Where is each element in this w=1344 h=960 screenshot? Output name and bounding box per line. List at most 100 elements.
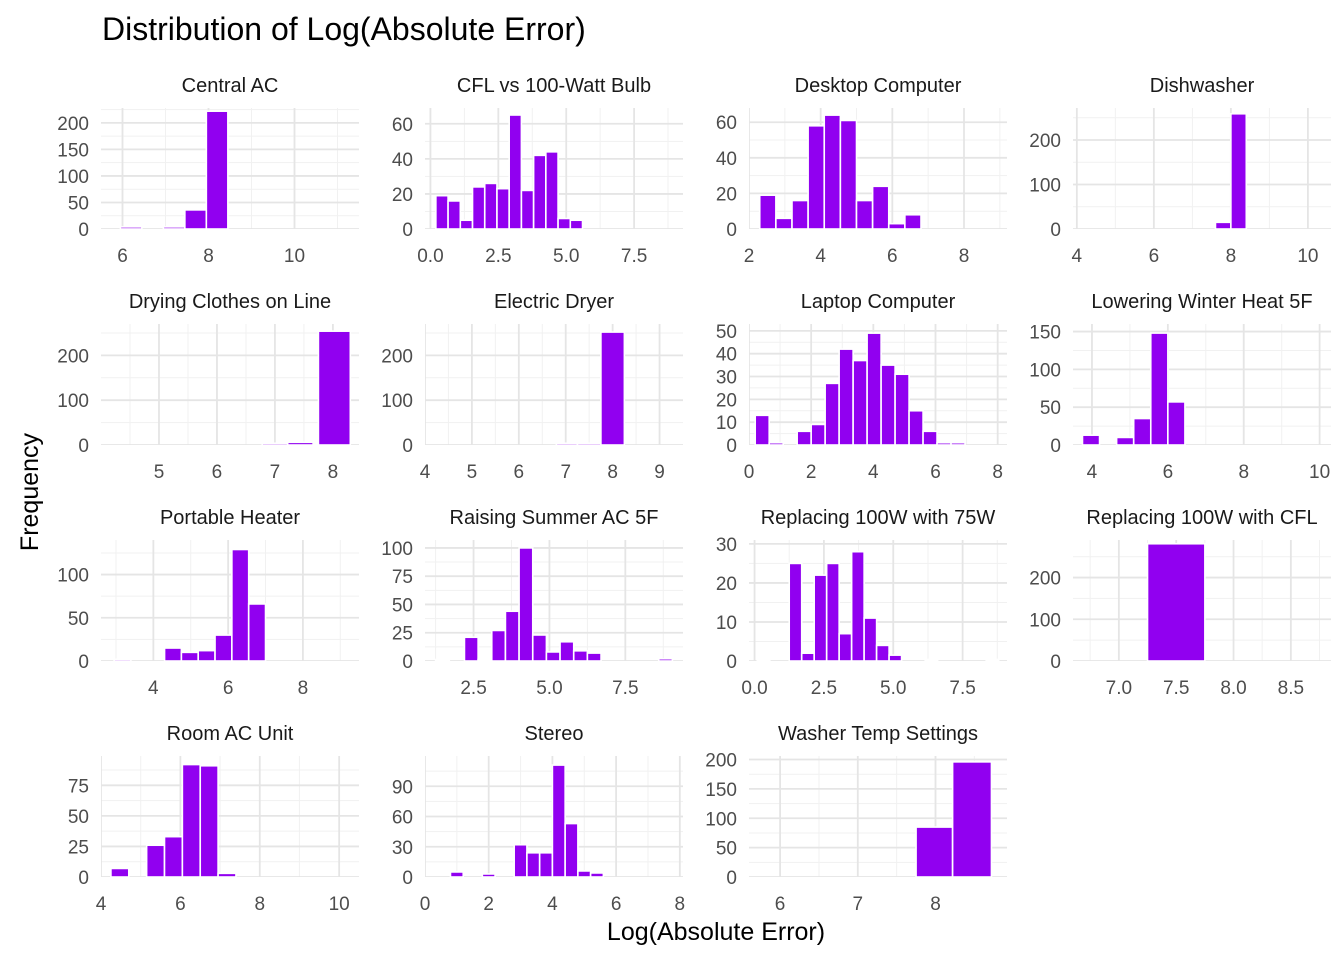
- y-tick-label: 150: [57, 140, 89, 161]
- histogram-bar: [922, 430, 938, 445]
- x-tick-label: 8: [298, 678, 309, 699]
- histogram-bar: [317, 330, 352, 445]
- x-tick-label: 0.0: [741, 678, 767, 699]
- y-tick-label: 100: [381, 539, 413, 560]
- y-tick-label: 200: [705, 751, 737, 772]
- histogram-bars: [110, 763, 237, 877]
- histogram-bar: [775, 217, 793, 229]
- x-tick-label: 7: [853, 894, 864, 915]
- y-tick-label: 0: [726, 436, 737, 457]
- histogram-bar: [824, 382, 840, 445]
- facet-panel: Replacing 100W with 75W 0.0 2.5 5.0 7.5 0 10 20…: [716, 507, 1007, 699]
- y-tick-label: 100: [705, 809, 737, 830]
- y-tick-label: 0: [78, 652, 89, 673]
- x-tick-label: 10: [329, 894, 350, 915]
- x-axis-title: Log(Absolute Error): [607, 918, 825, 946]
- histogram-bar: [247, 603, 267, 661]
- x-tick-label: 6: [1163, 462, 1174, 483]
- x-tick-label: 2: [806, 462, 817, 483]
- facet-strip-label: Drying Clothes on Line: [129, 291, 331, 313]
- x-tick-label: 10: [284, 246, 305, 267]
- y-tick-label: 10: [716, 613, 737, 634]
- facet-strip-label: Lowering Winter Heat 5F: [1091, 291, 1312, 313]
- x-tick-label: 5.0: [880, 678, 906, 699]
- x-tick-label: 5.0: [536, 678, 562, 699]
- x-tick-label: 5: [154, 462, 165, 483]
- x-tick-label: 8: [607, 462, 618, 483]
- x-tick-label: 7: [560, 462, 571, 483]
- histogram-bar: [1230, 112, 1248, 229]
- y-tick-label: 20: [716, 574, 737, 595]
- y-tick-label: 100: [1029, 360, 1061, 381]
- x-tick-label: 8.5: [1278, 678, 1304, 699]
- histogram-bar: [788, 562, 803, 661]
- histogram-bar: [850, 550, 865, 661]
- x-tick-label: 9: [654, 462, 665, 483]
- y-tick-label: 30: [716, 535, 737, 556]
- x-tick-label: 0: [420, 894, 431, 915]
- y-tick-label: 75: [392, 567, 413, 588]
- x-tick-label: 8: [254, 894, 265, 915]
- histogram-bar: [197, 649, 216, 661]
- x-tick-label: 2.5: [811, 678, 837, 699]
- facet-strip-label: Dishwasher: [1150, 75, 1255, 97]
- histogram-bar: [231, 548, 250, 661]
- y-tick-label: 50: [1040, 398, 1061, 419]
- histogram-bar: [756, 658, 771, 661]
- y-tick-label: 40: [716, 149, 737, 170]
- y-tick-label: 20: [716, 184, 737, 205]
- histogram-bar: [924, 658, 939, 661]
- y-tick-label: 25: [392, 624, 413, 645]
- y-tick-label: 30: [392, 838, 413, 859]
- histogram-bar: [838, 632, 853, 661]
- y-tick-label: 90: [392, 777, 413, 798]
- histogram-bar: [936, 441, 952, 445]
- histogram-bar: [800, 652, 815, 661]
- y-tick-label: 200: [1029, 131, 1061, 152]
- facet-panel: Room AC Unit 4 6 8 10 0 25 50 75: [68, 723, 359, 915]
- histogram-bar: [796, 430, 812, 445]
- x-tick-label: 8.0: [1220, 678, 1246, 699]
- x-tick-label: 6: [775, 894, 786, 915]
- histogram-bar: [555, 442, 579, 445]
- histogram-bar: [1081, 434, 1101, 445]
- facet-panel: CFL vs 100-Watt Bulb 0.0 2.5 5.0 7.5 0 20 40 60: [392, 75, 683, 267]
- histogram-bar: [513, 843, 528, 877]
- histogram-bar: [825, 562, 840, 661]
- y-tick-label: 0: [1050, 220, 1061, 241]
- histogram-bar: [894, 373, 910, 445]
- histogram-bar: [286, 441, 314, 445]
- histogram-bar: [569, 219, 584, 229]
- histogram-bar: [496, 187, 510, 229]
- x-tick-label: 8: [959, 246, 970, 267]
- histogram-bar: [119, 226, 143, 229]
- histogram-bar: [463, 636, 479, 661]
- facet-panel: Replacing 100W with CFL 7.0 7.5 8.0 8.5 0 100 2…: [1029, 507, 1331, 699]
- x-tick-label: 8: [992, 462, 1003, 483]
- histogram-bar: [600, 331, 626, 445]
- y-tick-label: 0: [726, 652, 737, 673]
- histogram-bars: [261, 330, 352, 445]
- y-tick-label: 0: [78, 436, 89, 457]
- y-tick-label: 100: [1029, 610, 1061, 631]
- y-tick-label: 0: [402, 220, 413, 241]
- histogram-bar: [532, 154, 547, 229]
- facet-panel: Drying Clothes on Line 5 6 7 8 0 100 200: [57, 291, 359, 483]
- histogram-bars: [758, 114, 922, 229]
- histogram-bar: [813, 574, 828, 661]
- histogram-bar: [526, 851, 541, 877]
- x-tick-label: 2.5: [485, 246, 511, 267]
- histogram-bar: [184, 209, 208, 229]
- histogram-bar: [145, 844, 166, 877]
- y-tick-label: 100: [57, 391, 89, 412]
- y-tick-label: 0: [78, 220, 89, 241]
- histogram-bar: [490, 629, 507, 661]
- histogram-bar: [852, 359, 868, 445]
- y-tick-label: 20: [716, 390, 737, 411]
- histogram-bar: [950, 441, 966, 445]
- y-tick-label: 50: [392, 595, 413, 616]
- y-tick-label: 150: [1029, 323, 1061, 344]
- histogram-bar: [551, 764, 566, 877]
